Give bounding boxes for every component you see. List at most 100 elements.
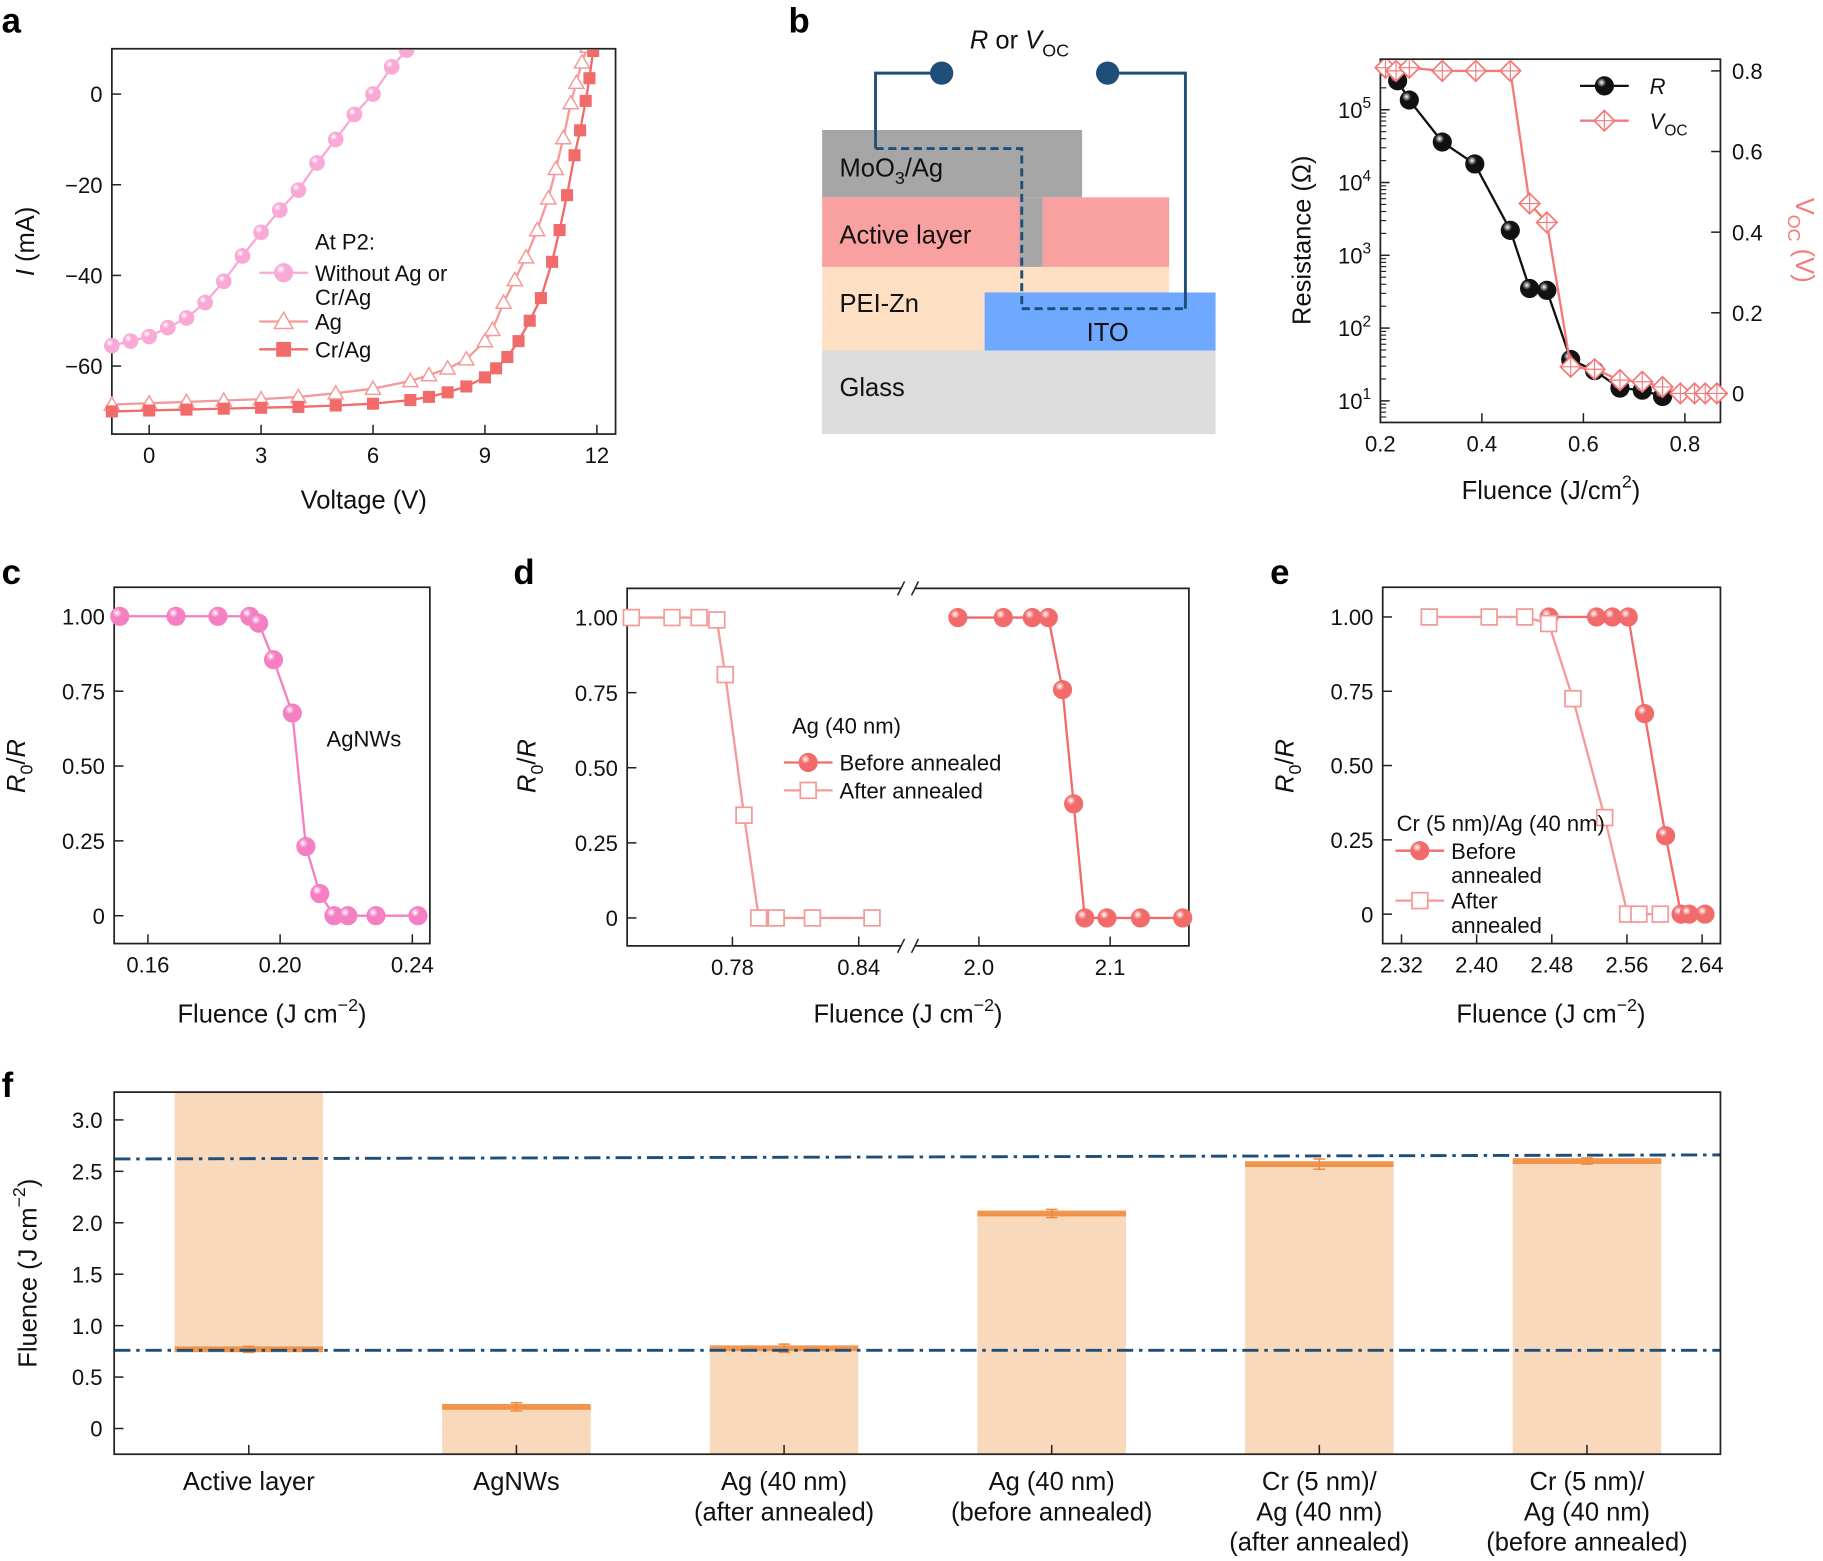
y-tick-label: −40 [65,264,102,289]
error-bar [1313,1158,1326,1171]
data-point [110,606,130,626]
moo3-ag-layer [822,129,1083,198]
data-point [803,909,822,927]
data-point [517,248,535,264]
data-point [1595,808,1614,827]
x-axis-label: Fluence (J cm−2) [1456,995,1645,1028]
legend-item-without-ag-label: Without Ag or [315,261,447,286]
wire-right [1107,71,1187,309]
diamond-cross-lines [1519,193,1540,214]
data-point [1097,908,1117,928]
y-tick-label: 0 [90,82,102,107]
data-point [141,328,157,345]
data-point [1583,357,1607,381]
data-point [234,248,251,264]
data-point [523,314,536,327]
data-point [1430,60,1454,83]
x-tick-label: 2.56 [1605,953,1648,978]
y-right-axis-label: VOC (V) [1784,198,1818,283]
active-layer-left [822,197,1020,267]
y-tick-label: 105 [1338,95,1371,123]
data-point [1634,703,1655,724]
y-tick-label: 1.5 [72,1262,103,1287]
y-axis-label: R0/R [3,739,37,793]
data-point [528,221,547,237]
series-line [1396,80,1663,398]
y-tick-label: 0.25 [1330,828,1373,853]
y-tick-label: 0.75 [62,679,105,704]
series-area [110,606,428,926]
legend-item-before-marker [798,752,818,773]
chart-panel-c: 0.16 0.20 0.24 0 0.25 0.50 0.75 1.00 Fluence (J … [3,586,434,1029]
data-point [310,883,330,904]
legend-item-ag-label: Ag [315,310,342,335]
data-point [438,359,457,375]
data-point [104,337,120,354]
bar [709,1348,859,1455]
measurement-label: R or VOC [970,27,1069,61]
legend-item-before-label: Before [1451,839,1516,864]
data-point [208,606,228,626]
data-point [1399,90,1419,110]
data-point [296,836,316,857]
y-right-tick-label: 0 [1732,382,1744,407]
y-tick-label: 1.00 [575,606,618,631]
data-point [478,371,491,384]
y-right-tick-label: 0.8 [1732,59,1763,84]
y-tick-label: 2.5 [72,1159,103,1184]
data-point [1630,905,1648,923]
data-point [1464,60,1488,83]
data-point [716,665,735,684]
y-tick-label: 0.25 [575,831,618,856]
x-tick-label: 3 [255,443,267,468]
reference-line-dash-dot [114,1153,1721,1161]
plot-frame [113,586,431,945]
diamond-cross-lines [1652,376,1673,398]
x-tick-label: 0 [143,443,155,468]
legend-item-voc-marker [1592,109,1616,133]
data-point [1695,904,1715,924]
diamond-cross-lines [1609,369,1631,391]
data-point [1651,905,1670,923]
data-point [490,362,503,375]
legend-item-after-marker [1411,891,1429,910]
legend-item-voc-label: VOC [1650,109,1688,140]
legend-item-before-label: annealed [1451,863,1542,888]
chart-panel-d: 0.78 0.84 2.0 2.1 0 0.25 0.50 0.75 1.00 Fluence (… [513,581,1193,1029]
data-point [1655,826,1676,846]
error-bar [510,1402,523,1412]
series-line [1385,66,1717,395]
diamond-cross-lines [1399,60,1420,78]
series-area [1420,607,1715,924]
x-tick-label: 2.48 [1530,953,1573,978]
data-point [346,106,363,123]
y-tick-label: 104 [1338,168,1372,196]
data-point [271,202,288,218]
legend-item-before-marker [1410,841,1430,861]
data-point [309,155,325,171]
series-line [1549,615,1705,916]
series-line [957,616,1183,920]
data-point [546,255,559,268]
diamond-cross-lines [1584,359,1605,380]
data-point [327,131,344,148]
plot-frame [1379,58,1722,424]
current-path-dashed [875,147,1186,311]
y-tick-label: 1.00 [1330,605,1373,630]
y-tick-label: 3.0 [72,1108,103,1133]
category-label: Cr (5 nm)/ [1262,1468,1378,1496]
data-point [1608,368,1632,392]
panel-label-a: a [2,1,22,40]
data-point [292,400,305,413]
chart-panel-a: 0 3 6 9 12 0 −20 −40 −60 Voltage (V) I (mA) At P2: W… [12,47,617,514]
data-point [1520,278,1540,299]
data-point [561,189,574,202]
legend-title: At P2: [315,230,375,255]
data-point [122,333,139,349]
y-tick-label: 0 [90,1417,102,1442]
data-point [420,366,438,382]
data-point [1420,608,1439,626]
data-point [708,611,726,629]
panel-label-b: b [788,1,809,40]
